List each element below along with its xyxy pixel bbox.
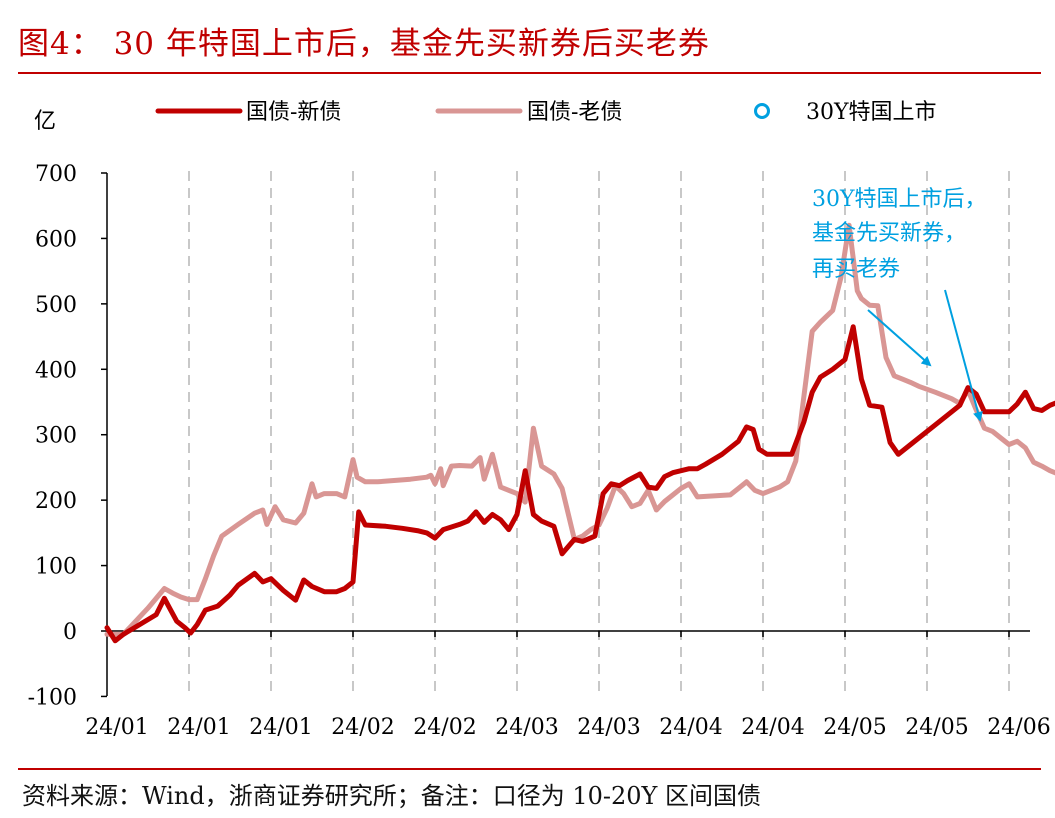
annotation-text-line: 基金先买新券， (812, 221, 966, 246)
y-tick-label: -100 (28, 685, 77, 710)
x-tick-label: 24/01 (249, 715, 312, 740)
annotation-arrow (944, 289, 983, 422)
line-chart: -100 0 100 200 300 400 500 600 700 24/01 24/01 24/0… (28, 100, 1055, 740)
series-line-old-bond (104, 222, 1055, 637)
x-tick-label: 24/02 (413, 715, 476, 740)
y-tick-label: 600 (35, 227, 77, 252)
annotation-arrow (867, 309, 932, 367)
y-tick-label: 100 (35, 555, 77, 580)
x-tick-label: 24/06 (987, 715, 1050, 740)
y-tick-label: 300 (35, 424, 77, 449)
y-tick-label: 0 (63, 620, 77, 645)
legend-label-old-bond: 国债-老债 (527, 100, 622, 125)
y-axis-unit-label: 亿 (34, 109, 56, 134)
y-tick-label: 500 (35, 293, 77, 318)
y-tick-label: 400 (35, 358, 77, 383)
legend-label-listing: 30Y特国上市 (806, 100, 937, 125)
title-rule (18, 72, 1041, 74)
x-tick-label: 24/02 (331, 715, 394, 740)
x-tick-label: 24/04 (659, 715, 722, 740)
x-tick-label: 24/04 (741, 715, 804, 740)
source-note: 资料来源：Wind，浙商证券研究所；备注：口径为 10-20Y 区间国债 (22, 782, 762, 810)
legend-marker-listing (754, 103, 770, 119)
x-tick-label: 24/01 (167, 715, 230, 740)
y-tick-label: 700 (35, 162, 77, 187)
source-rule (18, 768, 1041, 770)
x-tick-label: 24/03 (495, 715, 558, 740)
figure-title: 图4： 30 年特国上市后，基金先买新券后买老券 (18, 26, 710, 62)
series-line-new-bond (104, 324, 1055, 644)
x-tick-label: 24/05 (905, 715, 968, 740)
x-tick-label: 24/01 (85, 715, 148, 740)
x-tick-label: 24/05 (823, 715, 886, 740)
y-tick-label: 200 (35, 489, 77, 514)
x-tick-label: 24/03 (577, 715, 640, 740)
legend-label-new-bond: 国债-新债 (246, 100, 341, 125)
annotation-text-line: 30Y特国上市后， (812, 187, 987, 212)
annotation-text-line: 再买老券 (812, 257, 900, 282)
